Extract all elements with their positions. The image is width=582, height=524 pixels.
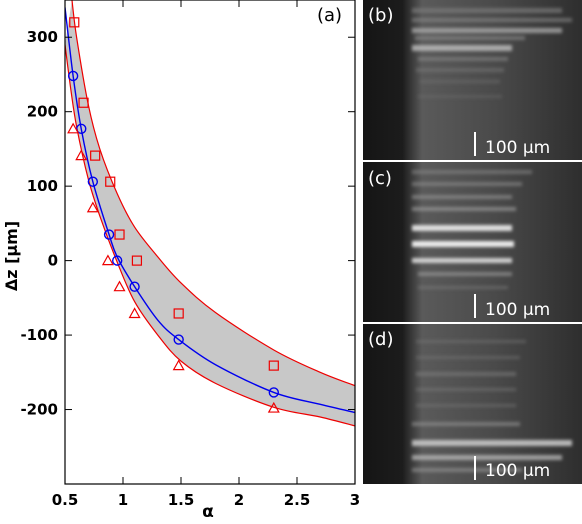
data-point-triangle bbox=[101, 254, 114, 266]
x-tick-label: 3 bbox=[350, 491, 360, 509]
x-tick-label: 0.5 bbox=[52, 491, 79, 509]
data-markers bbox=[67, 17, 280, 413]
data-point-square bbox=[105, 176, 116, 187]
fit-line bbox=[65, 7, 355, 414]
data-point-triangle bbox=[75, 149, 88, 161]
data-point-circle bbox=[111, 255, 123, 266]
data-point-triangle bbox=[67, 122, 80, 134]
plot-frame bbox=[64, 0, 356, 485]
data-point-square bbox=[114, 229, 125, 240]
image-panel-b: 100 µm (b) bbox=[363, 0, 582, 160]
band-upper-edge bbox=[71, 0, 355, 387]
data-point-triangle bbox=[86, 201, 99, 213]
x-axis-label: α bbox=[202, 502, 214, 520]
panel-label-a: (a) bbox=[317, 5, 342, 26]
data-point-square bbox=[268, 360, 279, 371]
y-tick-label: 300 bbox=[27, 28, 58, 46]
panel-label-b: (b) bbox=[368, 5, 393, 26]
data-point-circle bbox=[173, 334, 184, 345]
x-tick-label: 2.5 bbox=[284, 491, 311, 509]
image-panel-c: 100 µm (c) bbox=[363, 162, 582, 322]
data-point-square bbox=[78, 97, 89, 108]
data-point-square bbox=[173, 308, 184, 319]
y-tick-label: 100 bbox=[27, 177, 58, 195]
data-point-circle bbox=[87, 176, 99, 187]
fit-curve bbox=[65, 7, 355, 414]
data-point-triangle bbox=[172, 359, 185, 371]
x-tick-label: 2 bbox=[234, 491, 244, 509]
x-tick-label: 1.5 bbox=[168, 491, 195, 509]
y-tick-label: 200 bbox=[27, 103, 58, 121]
data-point-triangle bbox=[128, 307, 141, 319]
data-point-square bbox=[90, 150, 101, 161]
band-fill bbox=[65, 0, 355, 426]
axis-ticks: 0.5 1 1.5 2 2.5 3 300 200 100 0 -100 -200 bbox=[20, 0, 360, 509]
data-point-circle bbox=[76, 123, 87, 135]
scale-bar-label-c: 100 µm bbox=[485, 300, 550, 320]
panel-label-d: (d) bbox=[368, 329, 393, 350]
data-point-circle bbox=[268, 387, 279, 398]
y-tick-label: -100 bbox=[20, 326, 58, 344]
x-tick-label: 1 bbox=[118, 491, 128, 509]
data-point-circle bbox=[67, 70, 79, 82]
data-point-triangle bbox=[113, 280, 126, 292]
image-panel-d: 100 µm (d) bbox=[363, 324, 582, 484]
data-point-circle bbox=[103, 229, 115, 240]
panel-label-c: (c) bbox=[368, 168, 392, 189]
chart-panel-a: 0.5 1 1.5 2 2.5 3 300 200 100 0 -100 -200 (a) α Δz … bbox=[2, 0, 360, 522]
scale-bar-label-d: 100 µm bbox=[485, 461, 550, 481]
y-tick-label: 0 bbox=[48, 252, 58, 270]
y-axis-label: Δz [µm] bbox=[2, 221, 21, 291]
scale-bar-label-b: 100 µm bbox=[485, 138, 550, 158]
data-point-circle bbox=[129, 281, 140, 292]
data-point-triangle bbox=[267, 401, 280, 413]
y-tick-label: -200 bbox=[20, 401, 58, 419]
data-point-square bbox=[69, 17, 80, 28]
data-point-square bbox=[131, 255, 143, 266]
